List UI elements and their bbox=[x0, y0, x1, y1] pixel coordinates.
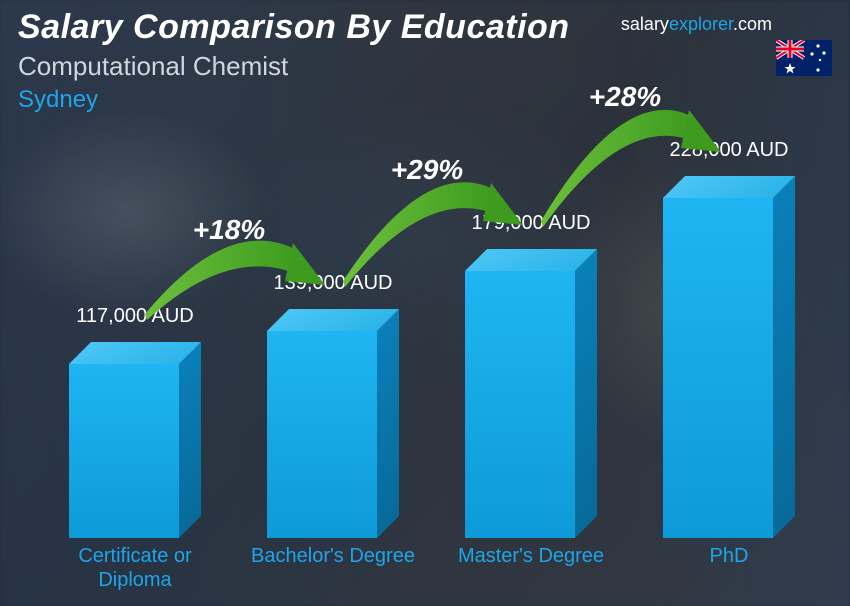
bar-chart: 117,000 AUD Certificate or Diploma 139,000… bbox=[30, 134, 810, 594]
bar-side-face bbox=[179, 342, 201, 538]
bar-3d bbox=[465, 249, 597, 538]
bar-3d bbox=[663, 176, 795, 538]
content: Salary Comparison By Education Computati… bbox=[0, 0, 850, 606]
bar-side-face bbox=[773, 176, 795, 538]
bar-value: 179,000 AUD bbox=[446, 212, 616, 235]
brand-logo: salaryexplorer.com bbox=[621, 14, 772, 35]
brand-mid: explorer bbox=[669, 14, 733, 34]
page-location: Sydney bbox=[18, 86, 832, 114]
bar-side-face bbox=[377, 309, 399, 538]
australia-flag-icon bbox=[776, 40, 832, 76]
bar-value: 117,000 AUD bbox=[50, 305, 220, 328]
bar-front-face bbox=[663, 198, 773, 538]
bar-front-face bbox=[69, 364, 179, 538]
bar-top-face bbox=[267, 309, 399, 331]
bar-label: Bachelor's Degree bbox=[248, 544, 418, 594]
bar-top-face bbox=[69, 342, 201, 364]
bar-label: Master's Degree bbox=[446, 544, 616, 594]
bar-front-face bbox=[267, 331, 377, 538]
bar-label: Certificate or Diploma bbox=[50, 544, 220, 594]
bar-label: PhD bbox=[644, 544, 814, 594]
bar-top-face bbox=[663, 176, 795, 198]
bar-3d bbox=[69, 342, 201, 538]
bar-top-face bbox=[465, 249, 597, 271]
bar-front-face bbox=[465, 271, 575, 538]
bar-value: 139,000 AUD bbox=[248, 272, 418, 295]
bar-side-face bbox=[575, 249, 597, 538]
brand-suffix: .com bbox=[733, 14, 772, 34]
page-subtitle: Computational Chemist bbox=[18, 51, 832, 82]
bar-value: 228,000 AUD bbox=[644, 139, 814, 162]
bar-3d bbox=[267, 309, 399, 538]
increase-label: +18% bbox=[193, 214, 265, 245]
brand-prefix: salary bbox=[621, 14, 669, 34]
increase-label: +29% bbox=[391, 154, 463, 185]
